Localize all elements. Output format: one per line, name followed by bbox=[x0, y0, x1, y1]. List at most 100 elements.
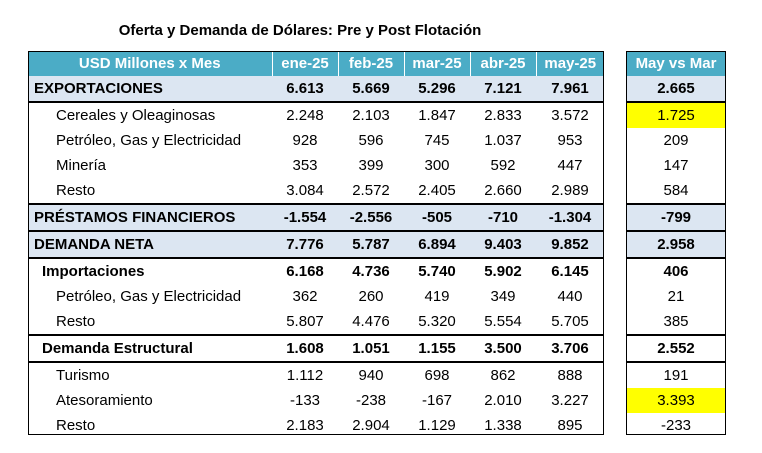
header-month: feb-25 bbox=[337, 51, 404, 76]
cell: 2.010 bbox=[484, 392, 522, 409]
table-row: 147 bbox=[626, 153, 726, 178]
header-diff: May vs Mar bbox=[626, 51, 726, 76]
diff-cell: -233 bbox=[660, 417, 692, 434]
header-month: mar-25 bbox=[403, 51, 470, 76]
cell: 1.338 bbox=[484, 417, 522, 434]
header-label: USD Millones x Mes bbox=[28, 51, 272, 76]
table-row: 584 bbox=[626, 178, 726, 205]
cell: -133 bbox=[289, 392, 321, 409]
cell: 440 bbox=[557, 288, 583, 305]
table-row: Turismo 1.112 940 698 862 888 bbox=[28, 362, 604, 388]
diff-cell: 406 bbox=[663, 263, 689, 280]
row-label: Minería bbox=[56, 157, 107, 174]
cell: 3.084 bbox=[272, 178, 338, 205]
cell: 2.103 bbox=[352, 107, 390, 124]
cell: 5.669 bbox=[338, 76, 404, 103]
cell: 1.608 bbox=[272, 335, 338, 363]
table-row: 209 bbox=[626, 128, 726, 153]
table-row: 3.393 bbox=[626, 388, 726, 413]
cell: 4.736 bbox=[352, 263, 390, 280]
cell: 6.145 bbox=[551, 263, 589, 280]
cell: -505 bbox=[404, 204, 470, 232]
cell: 2.833 bbox=[484, 107, 522, 124]
cell: 5.787 bbox=[338, 231, 404, 259]
cell: 2.660 bbox=[470, 178, 536, 205]
cell: 1.037 bbox=[484, 132, 522, 149]
table-row: Importaciones 6.168 4.736 5.740 5.902 6.… bbox=[28, 258, 604, 284]
cell: -1.304 bbox=[536, 204, 604, 232]
cell: 953 bbox=[557, 132, 583, 149]
cell: -2.556 bbox=[338, 204, 404, 232]
cell: 5.705 bbox=[536, 309, 604, 336]
table-row: -233 bbox=[626, 413, 726, 438]
diff-cell: 191 bbox=[663, 367, 689, 384]
diff-cell: 584 bbox=[626, 178, 726, 205]
cell: 7.961 bbox=[536, 76, 604, 103]
main-table: USD Millones x Mes ene-25 feb-25 mar-25 … bbox=[28, 51, 604, 438]
diff-cell: 2.958 bbox=[626, 231, 726, 259]
table-row: Atesoramiento -133 -238 -167 2.010 3.227 bbox=[28, 388, 604, 413]
cell: -167 bbox=[421, 392, 453, 409]
cell: 862 bbox=[490, 367, 516, 384]
cell: 362 bbox=[292, 288, 318, 305]
row-label: Importaciones bbox=[42, 263, 145, 280]
table-row: 191 bbox=[626, 362, 726, 388]
cell: 349 bbox=[490, 288, 516, 305]
diff-cell-highlighted: 3.393 bbox=[626, 388, 726, 413]
row-label: Resto bbox=[56, 417, 96, 434]
row-label: Demanda Estructural bbox=[28, 335, 272, 363]
cell: 3.227 bbox=[551, 392, 589, 409]
header-row: May vs Mar bbox=[626, 51, 726, 76]
cell: 6.613 bbox=[272, 76, 338, 103]
cell: 4.476 bbox=[338, 309, 404, 336]
cell: 7.121 bbox=[470, 76, 536, 103]
cell: 5.807 bbox=[272, 309, 338, 336]
table-row: -799 bbox=[626, 204, 726, 232]
table-row: 2.552 bbox=[626, 335, 726, 363]
cell: 5.740 bbox=[418, 263, 456, 280]
table-row: Resto 5.807 4.476 5.320 5.554 5.705 bbox=[28, 309, 604, 336]
table-row: Minería 353 399 300 592 447 bbox=[28, 153, 604, 178]
row-label: Petróleo, Gas y Electricidad bbox=[56, 288, 242, 305]
cell: 447 bbox=[557, 157, 583, 174]
table-row: Resto 3.084 2.572 2.405 2.660 2.989 bbox=[28, 178, 604, 205]
row-label: Petróleo, Gas y Electricidad bbox=[56, 132, 242, 149]
cell: 1.129 bbox=[418, 417, 456, 434]
cell: -238 bbox=[355, 392, 387, 409]
cell: 698 bbox=[424, 367, 450, 384]
row-label: PRÉSTAMOS FINANCIEROS bbox=[28, 204, 272, 232]
cell: 745 bbox=[424, 132, 450, 149]
row-label: Resto bbox=[28, 178, 272, 205]
diff-cell: 21 bbox=[667, 288, 685, 305]
header-month: abr-25 bbox=[469, 51, 536, 76]
cell: 9.852 bbox=[536, 231, 604, 259]
table-row: 385 bbox=[626, 309, 726, 336]
cell: 2.248 bbox=[286, 107, 324, 124]
table-row: EXPORTACIONES 6.613 5.669 5.296 7.121 7.… bbox=[28, 76, 604, 103]
cell: 419 bbox=[424, 288, 450, 305]
cell: 2.989 bbox=[536, 178, 604, 205]
cell: 260 bbox=[358, 288, 384, 305]
cell: 300 bbox=[424, 157, 450, 174]
table-row: Resto 2.183 2.904 1.129 1.338 895 bbox=[28, 413, 604, 438]
cell: 592 bbox=[490, 157, 516, 174]
cell: 2.405 bbox=[404, 178, 470, 205]
cell: 940 bbox=[358, 367, 384, 384]
header-row: USD Millones x Mes ene-25 feb-25 mar-25 … bbox=[28, 51, 604, 76]
table-row: PRÉSTAMOS FINANCIEROS -1.554 -2.556 -505… bbox=[28, 204, 604, 232]
header-month: ene-25 bbox=[271, 51, 338, 76]
diff-cell: 385 bbox=[626, 309, 726, 336]
cell: 353 bbox=[292, 157, 318, 174]
cell: 2.904 bbox=[352, 417, 390, 434]
cell: 6.168 bbox=[286, 263, 324, 280]
cell: 895 bbox=[557, 417, 583, 434]
cell: -1.554 bbox=[272, 204, 338, 232]
cell: 9.403 bbox=[470, 231, 536, 259]
table-row: Petróleo, Gas y Electricidad 928 596 745… bbox=[28, 128, 604, 153]
cell: 6.894 bbox=[404, 231, 470, 259]
diff-cell: -799 bbox=[626, 204, 726, 232]
table-row: 2.665 bbox=[626, 76, 726, 103]
cell: 1.847 bbox=[418, 107, 456, 124]
cell: -710 bbox=[470, 204, 536, 232]
table-row: DEMANDA NETA 7.776 5.787 6.894 9.403 9.8… bbox=[28, 231, 604, 259]
